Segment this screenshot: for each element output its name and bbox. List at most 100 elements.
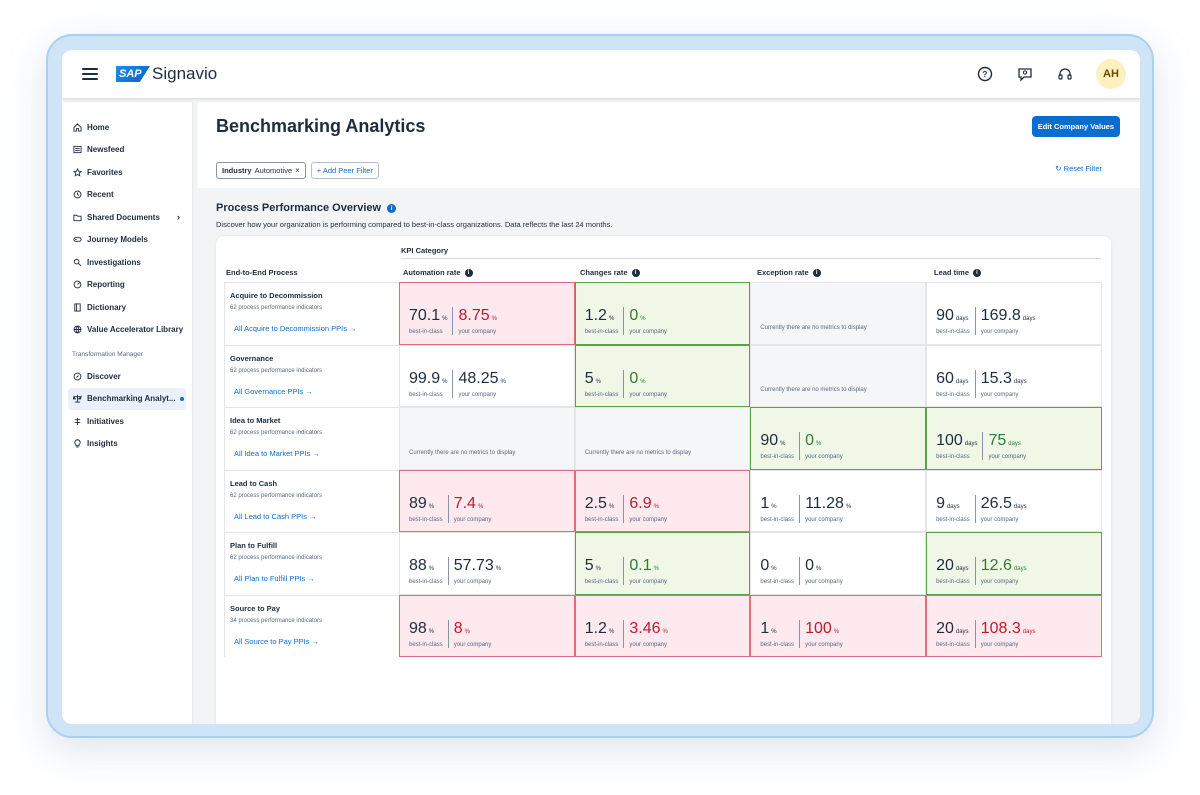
info-icon[interactable]: i (464, 268, 473, 277)
process-cell: Source to Pay 34 process performance indi… (224, 594, 399, 657)
your-company-block: 0% your company (800, 557, 843, 585)
best-in-class-block: 20 days best-in-class (936, 557, 976, 585)
metric-cell[interactable]: 1.2% best-in-class 0% your company (574, 282, 751, 345)
headset-icon[interactable] (1056, 65, 1074, 83)
metric-cell[interactable]: 60 days best-in-class 15.3 days your company (926, 344, 1102, 407)
your-company-label: your company (629, 516, 668, 523)
metric-cell[interactable]: 90% best-in-class 0% your company (750, 407, 927, 470)
edit-company-values-button[interactable]: Edit Company Values (1031, 116, 1120, 137)
metric-values: 89% best-in-class 7.4% your company (409, 494, 491, 523)
metric-cell[interactable]: 100 days best-in-class 75 days your company (926, 407, 1102, 470)
sidebar-item-home[interactable]: Home (62, 116, 192, 139)
sidebar-item-investigations[interactable]: Investigations (62, 251, 192, 274)
metric-cell[interactable]: 99.9% best-in-class 48.25% your company (399, 344, 575, 407)
menu-icon[interactable] (82, 68, 98, 80)
best-in-class-value: 20 (936, 619, 954, 637)
your-company-value: 11.28 (805, 494, 844, 512)
metric-cell[interactable]: Currently there are no metrics to displa… (574, 407, 751, 470)
metric-cell[interactable]: 0% best-in-class 0% your company (750, 532, 927, 595)
process-indicator-count: 62 process performance indicators (230, 492, 323, 499)
add-peer-filter-button[interactable]: + Add Peer Filter (310, 162, 379, 179)
metric-cell[interactable]: 1% best-in-class 11.28% your company (750, 469, 927, 532)
metric-cell[interactable]: 20 days best-in-class 108.3 days your company (926, 594, 1102, 657)
best-in-class-label: best-in-class (584, 516, 619, 523)
info-icon[interactable]: i (631, 268, 640, 277)
info-icon[interactable]: i (812, 268, 821, 277)
metric-cell[interactable]: Currently there are no metrics to displa… (399, 407, 575, 470)
best-in-class-value: 1.2 (584, 307, 607, 324)
metric-cell[interactable]: Currently there are no metrics to displa… (750, 344, 927, 407)
metric-cell[interactable]: 90 days best-in-class 169.8 days your company (926, 282, 1102, 345)
process-ppis-link[interactable]: All Source to Pay PPIs → (234, 636, 320, 646)
sidebar-item-insights[interactable]: Insights (62, 433, 192, 456)
metric-cell[interactable]: 70.1% best-in-class 8.75% your company (399, 282, 575, 345)
help-icon[interactable]: ? (976, 65, 994, 83)
sidebar-item-reporting[interactable]: Reporting (62, 274, 192, 297)
metric-cell[interactable]: 1.2% best-in-class 3.46% your company (574, 594, 751, 657)
info-icon[interactable]: i (387, 203, 397, 213)
globe-icon (72, 325, 82, 335)
industry-filter-chip[interactable]: Industry Automotive × (216, 162, 306, 179)
sidebar-item-label: Home (87, 122, 110, 132)
column-header-exception-rate: Exception rate i (757, 268, 821, 277)
process-indicator-count: 62 process performance indicators (230, 367, 323, 374)
unit-label: % (428, 503, 435, 510)
active-indicator (179, 396, 184, 401)
unit-label: % (491, 316, 497, 322)
no-metrics-message: Currently there are no metrics to displa… (409, 449, 516, 456)
process-ppis-link[interactable]: All Lead to Cash PPIs → (234, 511, 317, 521)
metric-cell[interactable]: 20 days best-in-class 12.6 days your company (926, 532, 1102, 595)
your-company-label: your company (458, 329, 497, 335)
metric-cell[interactable]: Currently there are no metrics to displa… (750, 282, 927, 345)
metric-cell[interactable]: 5% best-in-class 0% your company (574, 344, 751, 407)
process-ppis-link[interactable]: All Acquire to Decommission PPIs → (234, 324, 357, 333)
unit-label: % (771, 566, 777, 572)
your-company-label: your company (980, 329, 1019, 335)
your-company-value: 12.6 (980, 557, 1012, 574)
process-column-header: End-to-End Process (226, 268, 298, 277)
sidebar-item-recent[interactable]: Recent (62, 184, 192, 207)
metric-cell[interactable]: 2.5% best-in-class 6.9% your company (574, 469, 751, 532)
best-in-class-block: 88% best-in-class (409, 557, 449, 585)
sidebar-item-journey-models[interactable]: Journey Models (62, 229, 192, 252)
process-name: Source to Pay (230, 603, 281, 613)
sidebar-item-dictionary[interactable]: Dictionary (62, 296, 192, 319)
info-icon[interactable]: i (973, 268, 982, 277)
reset-filter-button[interactable]: ↻ Reset Filter (1055, 164, 1102, 173)
unit-label: % (464, 628, 470, 635)
best-in-class-label: best-in-class (409, 641, 443, 648)
metric-values: 20 days best-in-class 108.3 days your company (936, 619, 1035, 648)
sap-logo[interactable]: SAP (116, 66, 150, 82)
metric-cell[interactable]: 1% best-in-class 100% your company (750, 594, 927, 657)
your-company-value: 8.75 (458, 307, 490, 324)
metric-cell[interactable]: 98% best-in-class 8% your company (399, 594, 575, 657)
close-icon[interactable]: × (295, 166, 300, 175)
sidebar-item-initiatives[interactable]: Initiatives (62, 410, 192, 433)
metric-cell[interactable]: 9 days best-in-class 26.5 days your company (926, 469, 1102, 532)
process-ppis-link[interactable]: All Plan to Fulfill PPIs → (234, 574, 315, 583)
your-company-value: 0 (629, 369, 639, 387)
unit-label: % (608, 316, 615, 322)
chevron-right-icon[interactable]: › (177, 212, 180, 223)
best-in-class-block: 1.2% best-in-class (585, 307, 625, 335)
process-ppis-link[interactable]: All Idea to Market PPIs → (234, 449, 320, 458)
sidebar-item-discover[interactable]: Discover (62, 365, 192, 388)
process-ppis-link[interactable]: All Governance PPIs → (234, 386, 313, 396)
user-avatar[interactable]: AH (1096, 59, 1126, 89)
best-in-class-value: 5 (584, 557, 594, 574)
sidebar-item-newsfeed[interactable]: Newsfeed (62, 139, 192, 162)
sidebar-item-value-accelerator-library[interactable]: Value Accelerator Library (62, 319, 192, 342)
device-frame: SAP Signavio ? AH Home Newsfeed Favorite… (46, 34, 1154, 738)
sidebar-item-label: Journey Models (87, 235, 148, 245)
best-in-class-value: 100 (936, 432, 963, 449)
svg-text:?: ? (983, 70, 988, 79)
feedback-icon[interactable] (1016, 65, 1034, 83)
metric-cell[interactable]: 88% best-in-class 57.73% your company (399, 532, 575, 595)
sidebar-item-favorites[interactable]: Favorites (62, 161, 192, 184)
sidebar-item-shared-documents[interactable]: Shared Documents › (62, 206, 192, 229)
sidebar-item-benchmarking-analytics[interactable]: Benchmarking Analyt... (68, 387, 186, 410)
unit-label: % (662, 628, 668, 635)
page-header: Benchmarking Analytics Edit Company Valu… (198, 102, 1140, 188)
metric-cell[interactable]: 89% best-in-class 7.4% your company (399, 469, 575, 532)
metric-cell[interactable]: 5% best-in-class 0.1% your company (574, 532, 751, 595)
